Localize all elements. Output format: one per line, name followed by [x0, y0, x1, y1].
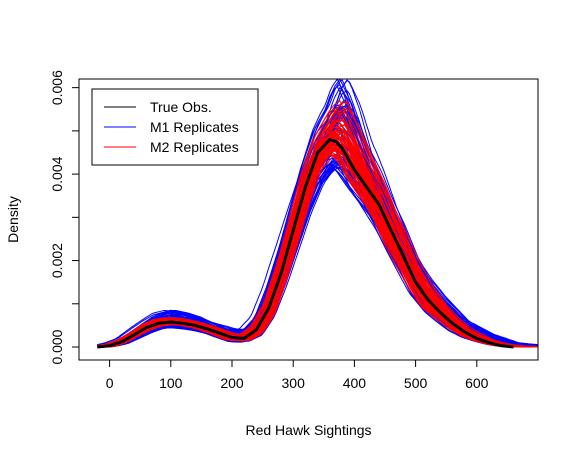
y-tick-label: 0.000	[49, 329, 65, 364]
legend-label: M2 Replicates	[150, 139, 239, 155]
legend: True Obs. M1 Replicates M2 Replicates	[91, 88, 259, 166]
y-axis-label: Density	[5, 196, 21, 243]
x-tick-label: 500	[404, 375, 428, 391]
x-axis: 0 100 200 300 400 500 600	[106, 360, 489, 391]
true-obs-line	[97, 138, 514, 349]
x-tick-label: 300	[282, 375, 306, 391]
x-tick-label: 0	[106, 375, 114, 391]
plot-frame	[78, 78, 539, 361]
legend-label: True Obs.	[150, 99, 212, 115]
y-axis: 0.000 0.002 0.004 0.006	[49, 70, 79, 365]
x-tick-label: 200	[220, 375, 244, 391]
m1-replicate-line	[97, 158, 538, 346]
y-tick-label: 0.006	[49, 70, 65, 105]
y-tick-label: 0.002	[49, 243, 65, 278]
x-tick-label: 400	[343, 375, 367, 391]
x-axis-label: Red Hawk Sightings	[245, 422, 371, 438]
y-tick-label: 0.004	[49, 156, 65, 191]
true-observation-curve	[97, 138, 514, 349]
x-tick-label: 600	[465, 375, 489, 391]
x-tick-label: 100	[159, 375, 183, 391]
legend-label: M1 Replicates	[150, 119, 239, 135]
